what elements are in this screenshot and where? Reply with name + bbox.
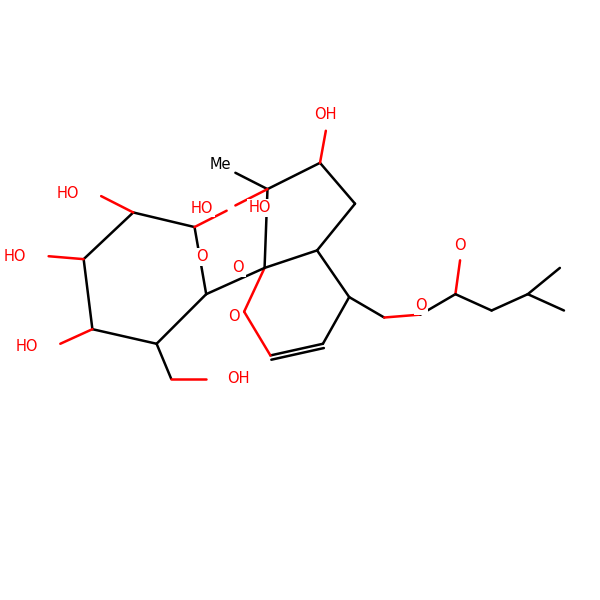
Text: HO: HO <box>249 200 271 215</box>
Text: HO: HO <box>191 201 213 216</box>
Text: HO: HO <box>16 339 38 354</box>
Text: O: O <box>196 250 208 265</box>
Text: O: O <box>454 238 466 253</box>
Text: Me: Me <box>209 157 231 172</box>
Text: OH: OH <box>227 371 249 386</box>
Text: HO: HO <box>4 249 26 264</box>
Text: O: O <box>232 260 244 275</box>
Text: OH: OH <box>314 107 337 122</box>
Text: O: O <box>415 298 427 313</box>
Text: O: O <box>228 309 239 324</box>
Text: HO: HO <box>56 185 79 200</box>
